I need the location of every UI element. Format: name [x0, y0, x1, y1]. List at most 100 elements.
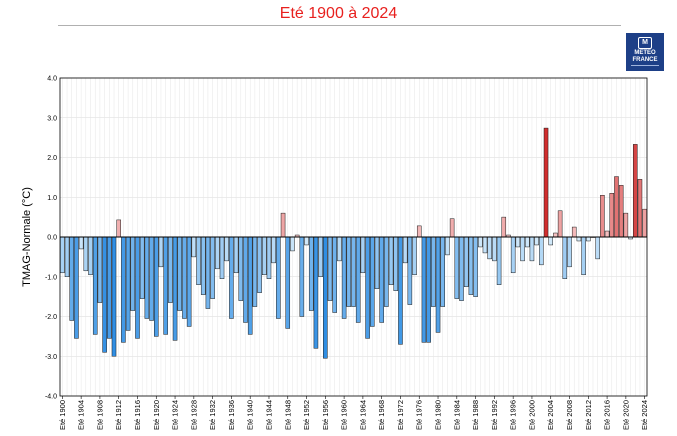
bar-1914 — [125, 236, 131, 331]
bar-1937 — [233, 236, 239, 274]
bar-2023 — [637, 179, 643, 238]
y-tick-label: -2.0 — [45, 314, 57, 321]
bar-1916 — [135, 236, 140, 339]
bar-1991 — [487, 236, 492, 260]
x-tick-label: Eté 1984 — [452, 400, 461, 430]
bar-1922 — [163, 236, 168, 335]
bar-1900 — [60, 236, 65, 274]
bar-1982 — [445, 236, 450, 256]
bar-1983 — [449, 218, 455, 238]
bar-1947 — [280, 212, 286, 238]
x-tick-label: Eté 1944 — [264, 400, 273, 430]
bar-1985 — [459, 236, 464, 301]
bar-2005 — [553, 232, 558, 238]
bar-2024 — [642, 208, 647, 238]
bar-1949 — [290, 236, 295, 252]
y-tick-labels: 4.0 3.0 2.0 1.0 0.0 -1.0 -2.0 -3.0 -4.0 — [45, 76, 57, 401]
bar-2008 — [567, 236, 572, 268]
y-axis-label: TMAG-Normale (°C) — [21, 187, 33, 287]
bar-1986 — [463, 236, 469, 287]
bar-1929 — [196, 236, 201, 285]
x-tick-label: Eté 1992 — [490, 400, 499, 430]
meteo-france-logo: M METEO FRANCE — [626, 33, 664, 71]
bar-1984 — [454, 236, 460, 299]
bar-1954 — [313, 236, 319, 349]
x-tick-label: Eté 1972 — [396, 400, 405, 430]
bar-1966 — [370, 236, 375, 327]
bar-1938 — [238, 236, 244, 301]
x-tick-label: Eté 1936 — [227, 400, 236, 430]
bar-1927 — [186, 236, 192, 327]
x-tick-label: Eté 2000 — [527, 400, 536, 430]
bar-2015 — [600, 195, 605, 238]
bar-2014 — [595, 236, 600, 260]
bar-1976 — [416, 225, 422, 238]
bar-1915 — [130, 236, 136, 311]
x-tick-label: Eté 2016 — [603, 400, 612, 430]
x-tick-label: Eté 1948 — [283, 400, 292, 430]
bar-1926 — [182, 236, 187, 319]
bar-1940 — [247, 236, 253, 335]
logo-text-line1: METEO — [634, 50, 656, 56]
bar-2010 — [576, 236, 582, 242]
bar-1913 — [121, 236, 126, 343]
bar-2012 — [586, 236, 591, 242]
bar-1936 — [229, 236, 234, 319]
bar-1956 — [323, 236, 328, 359]
bar-1978 — [426, 236, 431, 343]
bar-1952 — [304, 236, 309, 246]
bar-1993 — [496, 236, 502, 285]
y-tick-label: 4.0 — [47, 76, 57, 83]
bar-1990 — [482, 236, 488, 254]
x-tick-label: Eté 1980 — [434, 400, 443, 430]
logo-mark-icon: M — [638, 37, 652, 49]
bar-1957 — [327, 236, 333, 301]
bar-1924 — [172, 236, 178, 341]
bar-1973 — [402, 236, 408, 264]
x-tick-label: Eté 1996 — [509, 400, 518, 430]
x-tick-label: Eté 1908 — [95, 400, 104, 430]
bar-1959 — [337, 236, 342, 262]
bar-1961 — [346, 236, 352, 307]
bar-1964 — [360, 236, 366, 274]
x-tick-label: Eté 1928 — [189, 400, 198, 430]
bar-1980 — [435, 236, 441, 333]
bar-1906 — [88, 236, 93, 276]
bar-1944 — [266, 236, 272, 279]
x-tick-label: Eté 1976 — [415, 400, 424, 430]
bar-1925 — [177, 236, 183, 311]
bar-1981 — [440, 236, 445, 307]
logo-text-line2: FRANCE — [632, 57, 658, 63]
logo-underline — [631, 65, 659, 66]
bar-1928 — [191, 236, 197, 258]
y-tick-label: -3.0 — [45, 354, 57, 361]
bar-1963 — [355, 236, 361, 323]
bar-1905 — [83, 236, 89, 272]
x-tick-label: Eté 2020 — [621, 400, 630, 430]
x-tick-label: Eté 2004 — [546, 400, 555, 430]
bar-1988 — [473, 236, 478, 297]
bar-1943 — [262, 236, 267, 276]
bar-1939 — [243, 236, 248, 323]
bar-1997 — [515, 236, 521, 248]
x-tick-label: Eté 1952 — [302, 400, 311, 430]
bar-1974 — [407, 236, 413, 305]
bar-1942 — [257, 236, 262, 293]
bar-1931 — [205, 236, 211, 309]
bar-1912 — [116, 219, 121, 238]
bar-1951 — [299, 236, 305, 317]
bar-1979 — [431, 236, 436, 307]
bar-1967 — [374, 236, 380, 289]
x-tick-label: Eté 1988 — [471, 400, 480, 430]
y-tick-label: 0.0 — [47, 235, 57, 242]
x-tick-label: Eté 1912 — [114, 400, 123, 430]
bar-2001 — [534, 236, 539, 246]
bar-1904 — [78, 236, 84, 250]
bar-1941 — [252, 236, 258, 307]
bar-1955 — [318, 236, 323, 277]
bar-1989 — [478, 236, 483, 248]
bar-1958 — [332, 236, 337, 313]
bar-1953 — [308, 236, 314, 311]
bar-1992 — [492, 236, 497, 262]
